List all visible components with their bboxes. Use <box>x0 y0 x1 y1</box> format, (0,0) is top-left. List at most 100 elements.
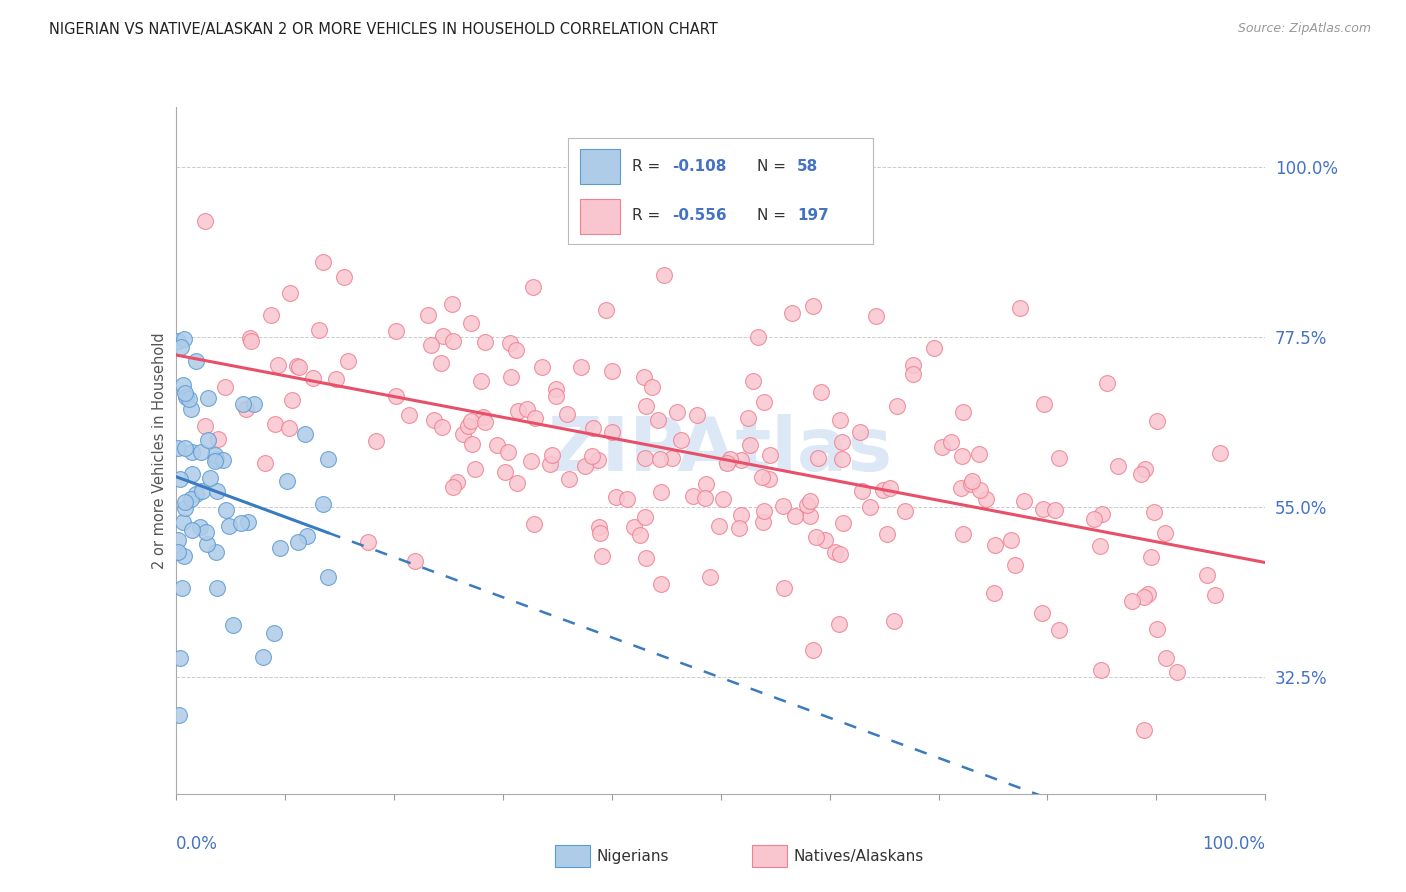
Point <box>385 325 408 339</box>
Text: 197: 197 <box>797 208 828 223</box>
Point <box>742 374 765 388</box>
Text: Source: ZipAtlas.com: Source: ZipAtlas.com <box>1237 22 1371 36</box>
Point <box>333 270 356 285</box>
Point <box>969 483 991 497</box>
Point <box>252 650 274 665</box>
Point <box>440 297 463 311</box>
Point <box>281 393 304 408</box>
Point <box>308 323 330 337</box>
Point <box>278 420 301 434</box>
Point <box>496 444 519 458</box>
Point <box>451 427 474 442</box>
Point <box>1043 503 1066 517</box>
Point <box>194 524 217 539</box>
Point <box>302 371 325 385</box>
Point <box>1133 723 1156 737</box>
Point <box>901 367 924 381</box>
Point <box>238 331 260 345</box>
Point <box>780 306 803 320</box>
Point <box>522 280 544 294</box>
Point <box>173 549 195 563</box>
Point <box>180 467 202 481</box>
Point <box>441 334 464 348</box>
Point <box>1107 459 1129 474</box>
Point <box>204 545 226 559</box>
Point <box>950 481 973 495</box>
Point <box>172 581 194 595</box>
Point <box>711 492 734 507</box>
Point <box>461 437 484 451</box>
Point <box>1032 502 1054 516</box>
Point <box>173 501 195 516</box>
Point <box>416 309 439 323</box>
Point <box>1088 539 1111 553</box>
Point <box>205 581 228 595</box>
Point <box>1204 588 1226 602</box>
Point <box>486 438 509 452</box>
Point <box>1031 607 1053 621</box>
Point <box>865 309 887 323</box>
Point <box>295 529 318 543</box>
Point <box>1146 414 1168 428</box>
Point <box>432 329 454 343</box>
Point <box>1000 533 1022 547</box>
Point <box>254 456 277 470</box>
Point <box>716 456 738 470</box>
Point <box>650 485 672 500</box>
Point <box>752 515 775 529</box>
Point <box>759 448 782 462</box>
Point <box>1197 568 1219 582</box>
Point <box>190 520 212 534</box>
Point <box>546 389 568 403</box>
Point <box>520 454 543 468</box>
Point <box>212 452 235 467</box>
Point <box>591 549 613 563</box>
Point <box>287 535 309 549</box>
Point <box>474 415 496 429</box>
Point <box>180 401 202 416</box>
Point <box>269 541 291 555</box>
Point <box>752 504 775 518</box>
Point <box>939 435 962 450</box>
Point <box>872 483 894 497</box>
Point <box>1004 558 1026 572</box>
Point <box>581 450 603 464</box>
Point <box>595 302 617 317</box>
Text: Nigerians: Nigerians <box>596 849 669 863</box>
Point <box>976 492 998 507</box>
Point <box>474 335 496 350</box>
Point <box>557 472 579 486</box>
Point <box>180 445 202 459</box>
Point <box>1136 586 1159 600</box>
Point <box>1091 508 1114 522</box>
Point <box>799 508 821 523</box>
Point <box>191 484 214 499</box>
Point <box>506 476 529 491</box>
Point <box>531 359 554 374</box>
Point <box>831 434 853 449</box>
Text: -0.556: -0.556 <box>672 208 727 223</box>
Point <box>1129 467 1152 482</box>
Point <box>876 527 898 541</box>
Point <box>311 497 333 511</box>
Point <box>747 330 769 344</box>
Point <box>240 334 263 349</box>
Point <box>588 520 610 534</box>
Point <box>718 452 741 467</box>
Point <box>605 490 627 504</box>
Point <box>197 433 219 447</box>
Point <box>589 526 612 541</box>
Point <box>634 509 657 524</box>
Point <box>859 500 882 514</box>
Point <box>174 441 197 455</box>
Point <box>799 493 821 508</box>
Point <box>828 616 851 631</box>
Point <box>446 475 468 489</box>
Point <box>574 459 596 474</box>
Point <box>472 409 495 424</box>
Point <box>229 516 252 530</box>
Point <box>851 483 873 498</box>
Point <box>287 360 309 375</box>
Point <box>960 474 983 488</box>
Point <box>709 519 731 533</box>
